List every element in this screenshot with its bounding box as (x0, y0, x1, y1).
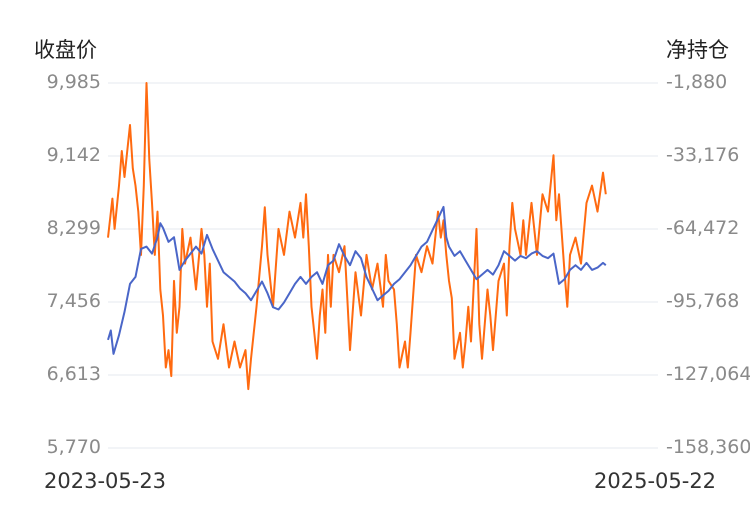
left-tick-label: 6,613 (46, 363, 101, 385)
x-end-label: 2025-05-22 (594, 469, 717, 493)
right-tick-label: -158,360 (666, 436, 750, 458)
right-tick-label: -95,768 (666, 290, 740, 312)
right-tick-label: -64,472 (666, 217, 740, 239)
left-tick-label: 9,985 (46, 71, 101, 93)
gridlines (108, 82, 658, 449)
net-position-series-line (107, 205, 607, 355)
x-start-label: 2023-05-23 (44, 469, 167, 493)
right-tick-label: -33,176 (666, 144, 740, 166)
right-axis-title: 净持仓 (666, 38, 729, 62)
right-tick-label: -127,064 (666, 363, 750, 385)
right-tick-label: -1,880 (666, 71, 728, 93)
price-series-line (107, 82, 607, 391)
series-lines (107, 82, 607, 391)
left-tick-label: 7,456 (46, 290, 101, 312)
left-tick-label: 9,142 (46, 144, 101, 166)
left-tick-label: 8,299 (46, 217, 101, 239)
left-tick-label: 5,770 (46, 436, 101, 458)
left-axis-title: 收盘价 (34, 38, 97, 62)
